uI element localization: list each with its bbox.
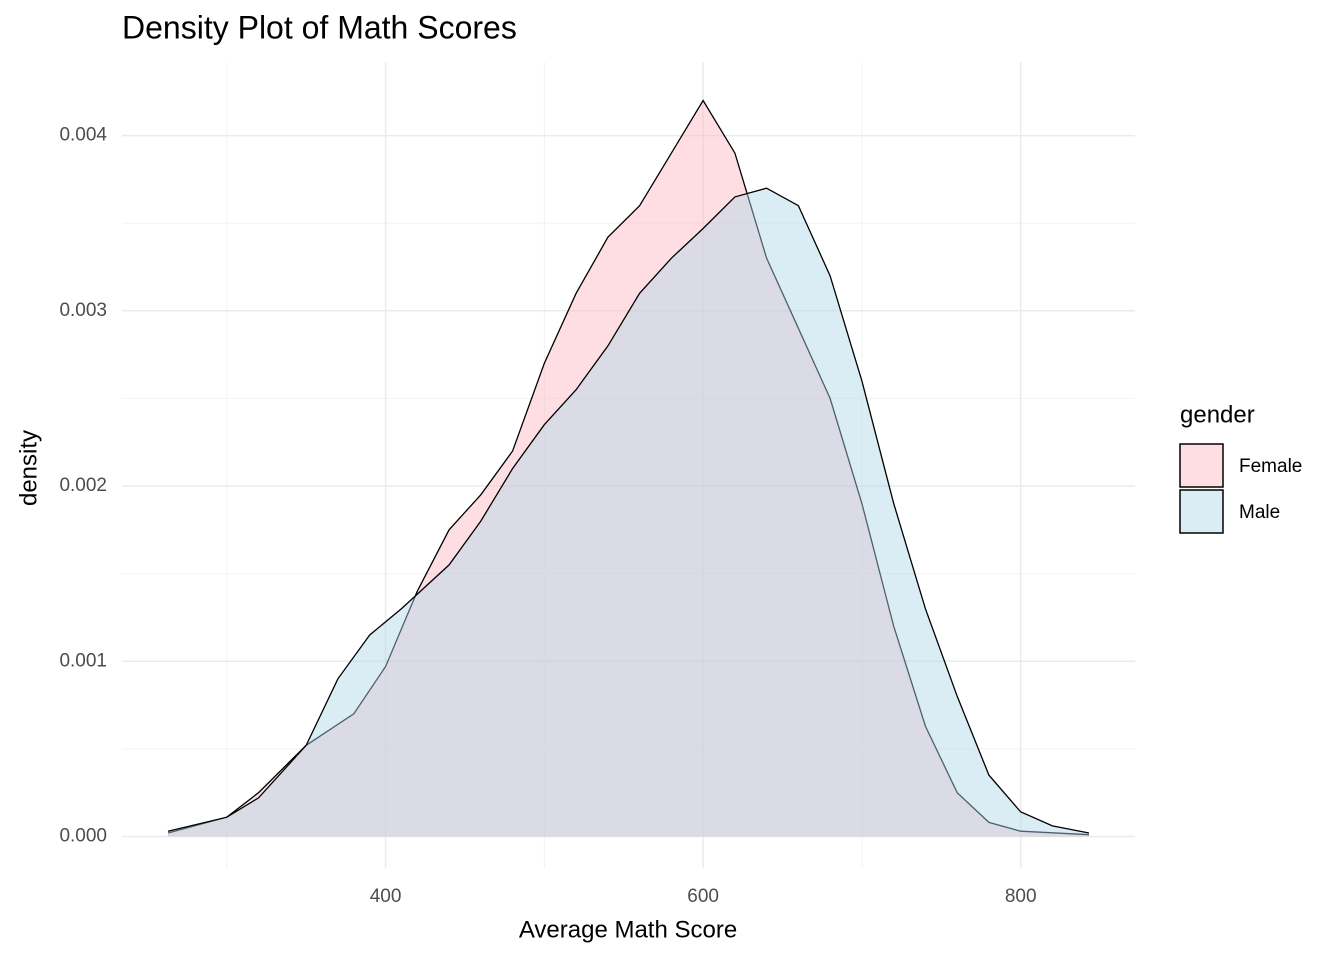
y-tick-label: 0.002 [59,475,107,496]
legend: gender Female Male [1179,401,1302,534]
y-tick-label: 0.003 [59,300,107,321]
chart-title: Density Plot of Math Scores [122,9,517,45]
density-line [167,99,1090,836]
marks [167,99,1090,837]
density-area [168,188,1089,837]
legend-title: gender [1180,401,1255,428]
x-tick-label: 800 [1005,886,1037,907]
density-line [167,187,1090,834]
y-axis-title: density [15,430,42,506]
legend-swatch [1179,443,1224,488]
x-axis-title: Average Math Score [519,916,737,943]
legend-label: Male [1239,502,1280,523]
legend-swatch [1179,489,1224,534]
y-tick-label: 0.004 [59,125,107,146]
y-tick-label: 0.000 [59,825,107,846]
density-area [168,100,1089,837]
x-tick-label: 600 [687,886,719,907]
x-tick-label: 400 [370,886,402,907]
legend-label: Female [1239,456,1302,477]
y-tick-label: 0.001 [59,650,107,671]
